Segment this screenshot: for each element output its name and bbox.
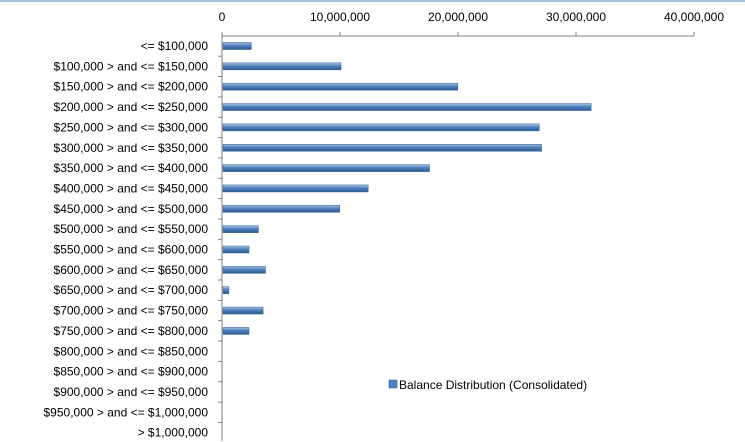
legend-label: Balance Distribution (Consolidated) — [399, 378, 587, 392]
bar — [222, 225, 259, 233]
legend: Balance Distribution (Consolidated) — [388, 378, 587, 392]
category-label: $900,000 > and <= $950,000 — [54, 385, 209, 399]
category-label: $400,000 > and <= $450,000 — [54, 181, 209, 195]
category-label: $450,000 > and <= $500,000 — [54, 202, 209, 216]
bar — [222, 286, 230, 294]
x-tick-label: 10,000,000 — [310, 10, 370, 24]
bar — [222, 306, 264, 315]
bar — [222, 144, 542, 152]
x-tick-label: 20,000,000 — [428, 10, 488, 24]
category-label: $600,000 > and <= $650,000 — [54, 263, 209, 277]
category-label: $850,000 > and <= $900,000 — [54, 365, 209, 379]
category-label: $200,000 > and <= $250,000 — [54, 100, 209, 114]
bar — [222, 327, 250, 335]
category-label: $750,000 > and <= $800,000 — [54, 324, 209, 338]
bar — [222, 82, 459, 91]
bar — [222, 123, 540, 132]
category-label: > $1,000,000 — [138, 426, 209, 440]
y-axis: <= $100,000 $100,000 > and <= $150,000 $15… — [44, 36, 223, 441]
bar — [222, 103, 592, 111]
category-label: <= $100,000 — [141, 39, 209, 53]
bar — [222, 266, 266, 274]
category-label: $150,000 > and <= $200,000 — [54, 80, 209, 94]
category-label: $650,000 > and <= $700,000 — [54, 283, 209, 297]
bar — [222, 184, 369, 193]
category-label: $100,000 > and <= $150,000 — [54, 59, 209, 73]
category-label: $500,000 > and <= $550,000 — [54, 222, 209, 236]
legend-swatch — [388, 379, 398, 389]
category-label: $700,000 > and <= $750,000 — [54, 304, 209, 318]
x-axis: 0 10,000,000 20,000,000 30,000,000 40,000,00… — [219, 10, 724, 37]
category-label: $800,000 > and <= $850,000 — [54, 344, 209, 358]
bar — [222, 42, 252, 50]
category-label: $550,000 > and <= $600,000 — [54, 243, 209, 257]
x-tick-label: 40,000,000 — [664, 10, 724, 24]
category-label: $250,000 > and <= $300,000 — [54, 120, 209, 134]
x-tick-label: 30,000,000 — [546, 10, 606, 24]
bars — [222, 42, 592, 335]
bar — [222, 205, 341, 213]
category-label: $350,000 > and <= $400,000 — [54, 161, 209, 175]
bar — [222, 164, 430, 172]
bar — [222, 245, 250, 254]
category-label: $950,000 > and <= $1,000,000 — [44, 405, 209, 419]
category-label: $300,000 > and <= $350,000 — [54, 141, 209, 155]
x-tick-label: 0 — [219, 10, 226, 24]
bar — [222, 62, 342, 71]
